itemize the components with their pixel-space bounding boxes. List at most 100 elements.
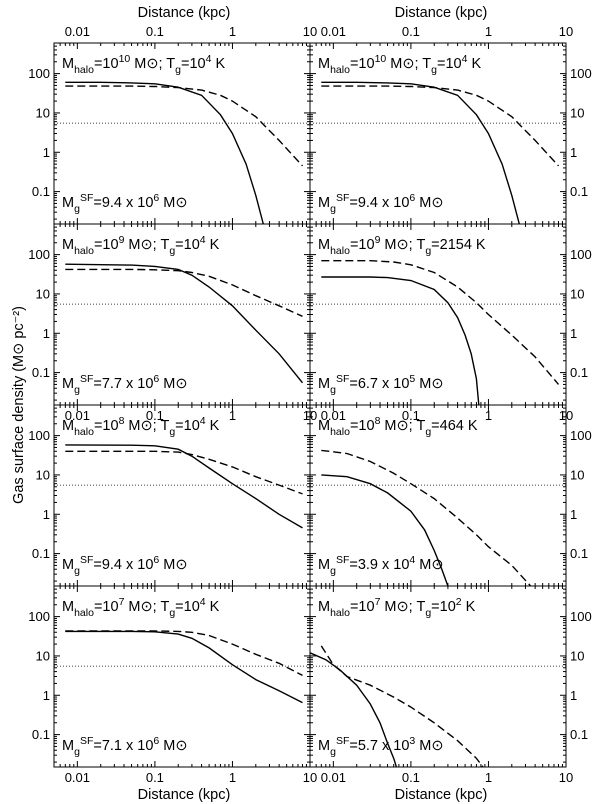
y-tick-label: 10: [36, 286, 50, 301]
series-group: [310, 260, 566, 405]
dashed-profile-line: [65, 630, 303, 677]
dashed-profile-line: [65, 85, 304, 167]
sf-mass-annotation: MgSF=3.9 x 104 M⊙: [318, 554, 444, 577]
dashed-profile-line: [321, 85, 560, 167]
solid-profile-line: [65, 263, 304, 384]
y-tick-label: 1: [570, 507, 577, 522]
top-xlabel-right: Distance (kpc): [395, 5, 488, 21]
panel-8: 0.1 1 10 100 0.01 0.1 1 10 Mhalo=107 M⊙; Tg=102 …: [309, 585, 592, 785]
panel-7: 0.1 1 10 100 0.01 0.1 1 10 Mhalo=107 M⊙; Tg=104 …: [28, 585, 317, 785]
solid-profile-line: [65, 630, 303, 704]
y-tick-label: 1: [570, 145, 577, 160]
y-tick-label: 1: [43, 326, 50, 341]
y-tick-label: 0.1: [570, 184, 588, 199]
y-tick-label: 0.1: [32, 546, 50, 561]
y-tick-label: 0.1: [32, 727, 50, 742]
sf-mass-annotation: MgSF=9.4 x 106 M⊙: [318, 192, 444, 215]
panel-2: 0.1 1 10 100 0.01 0.1 1 10 Mhalo=1010 M⊙; Tg=104…: [309, 24, 592, 225]
x-tick-label: 0.1: [146, 770, 164, 785]
y-tick-label: 10: [570, 648, 584, 663]
solid-profile-line: [321, 474, 449, 586]
series-group: [310, 449, 566, 586]
y-tick-label: 10: [36, 648, 50, 663]
top-xlabel-left: Distance (kpc): [138, 5, 231, 21]
x-tick-label: 1: [485, 24, 492, 39]
y-tick-label: 10: [570, 467, 584, 482]
x-tick-label: 10: [559, 24, 573, 39]
sf-mass-annotation: MgSF=9.4 x 106 M⊙: [62, 554, 188, 577]
series-group: [54, 630, 310, 704]
y-tick-label: 1: [570, 326, 577, 341]
x-tick-label: 1: [229, 24, 236, 39]
y-tick-label: 10: [570, 105, 584, 120]
halo-annotation: Mhalo=1010 M⊙; Tg=104 K: [318, 53, 481, 76]
halo-annotation: Mhalo=108 M⊙; Tg=104 K: [62, 415, 220, 438]
bottom-xlabel-left: Distance (kpc): [138, 787, 231, 803]
panel-5: 0.1 1 10 100 Mhalo=108 M⊙; Tg=104 K MgSF=9.4 …: [28, 404, 311, 587]
dashed-profile-line: [321, 260, 560, 385]
y-tick-label: 10: [36, 467, 50, 482]
y-tick-label: 100: [28, 66, 50, 81]
series-group: [310, 645, 566, 767]
series-group: [54, 444, 310, 529]
y-tick-label: 100: [28, 428, 50, 443]
x-tick-label: 0.01: [321, 408, 346, 423]
y-tick-label: 10: [570, 286, 584, 301]
series-group: [54, 81, 310, 224]
y-tick-label: 10: [36, 105, 50, 120]
y-tick-label: 100: [570, 609, 592, 624]
dashed-profile-line: [65, 268, 303, 317]
y-tick-label: 1: [570, 688, 577, 703]
y-tick-label: 100: [570, 247, 592, 262]
y-tick-label: 0.1: [32, 365, 50, 380]
y-axis-label: Gas surface density (M⊙ pc⁻²): [11, 306, 27, 504]
x-tick-label: 10: [303, 770, 317, 785]
x-tick-label: 10: [303, 24, 317, 39]
y-tick-label: 100: [28, 247, 50, 262]
y-tick-label: 100: [28, 609, 50, 624]
x-tick-label: 0.1: [146, 24, 164, 39]
sf-mass-annotation: MgSF=9.4 x 106 M⊙: [62, 192, 188, 215]
x-tick-label: 0.01: [65, 770, 90, 785]
series-group: [310, 81, 566, 224]
x-tick-label: 0.01: [321, 770, 346, 785]
halo-annotation: Mhalo=108 M⊙; Tg=464 K: [318, 415, 478, 438]
x-tick-label: 1: [229, 408, 236, 423]
halo-annotation: Mhalo=109 M⊙; Tg=104 K: [62, 234, 220, 257]
solid-profile-line: [321, 276, 480, 405]
y-tick-label: 1: [43, 507, 50, 522]
halo-annotation: Mhalo=1010 M⊙; Tg=104 K: [62, 53, 225, 76]
x-tick-label: 1: [485, 408, 492, 423]
bottom-xlabel-right: Distance (kpc): [395, 787, 488, 803]
solid-profile-line: [65, 81, 264, 224]
x-tick-label: 1: [485, 770, 492, 785]
y-tick-label: 0.1: [570, 546, 588, 561]
dashed-profile-line: [321, 449, 532, 586]
y-tick-label: 0.1: [570, 727, 588, 742]
x-tick-label: 0.1: [402, 408, 420, 423]
halo-annotation: Mhalo=107 M⊙; Tg=104 K: [62, 596, 220, 619]
sf-mass-annotation: MgSF=5.7 x 103 M⊙: [318, 735, 444, 758]
sf-mass-annotation: MgSF=7.1 x 106 M⊙: [62, 735, 188, 758]
x-tick-label: 0.01: [321, 24, 346, 39]
y-tick-label: 0.1: [32, 184, 50, 199]
y-tick-label: 1: [43, 688, 50, 703]
x-tick-label: 0.1: [402, 770, 420, 785]
halo-annotation: Mhalo=107 M⊙; Tg=102 K: [318, 596, 476, 619]
panel-6: 0.1 1 10 100 Mhalo=108 M⊙; Tg=464 K MgSF=3.9 …: [309, 404, 592, 587]
halo-annotation: Mhalo=109 M⊙; Tg=2154 K: [318, 234, 486, 257]
x-tick-label: 0.1: [402, 24, 420, 39]
solid-profile-line: [65, 444, 303, 529]
x-tick-label: 0.01: [65, 408, 90, 423]
x-tick-label: 1: [229, 770, 236, 785]
y-tick-label: 1: [43, 145, 50, 160]
panel-1: 0.1 1 10 100 0.01 0.1 1 10 Mhalo=1010 M⊙; Tg=104…: [28, 24, 317, 225]
y-tick-label: 0.1: [570, 365, 588, 380]
y-tick-label: 100: [570, 428, 592, 443]
y-tick-label: 100: [570, 66, 592, 81]
solid-profile-line: [310, 652, 398, 767]
